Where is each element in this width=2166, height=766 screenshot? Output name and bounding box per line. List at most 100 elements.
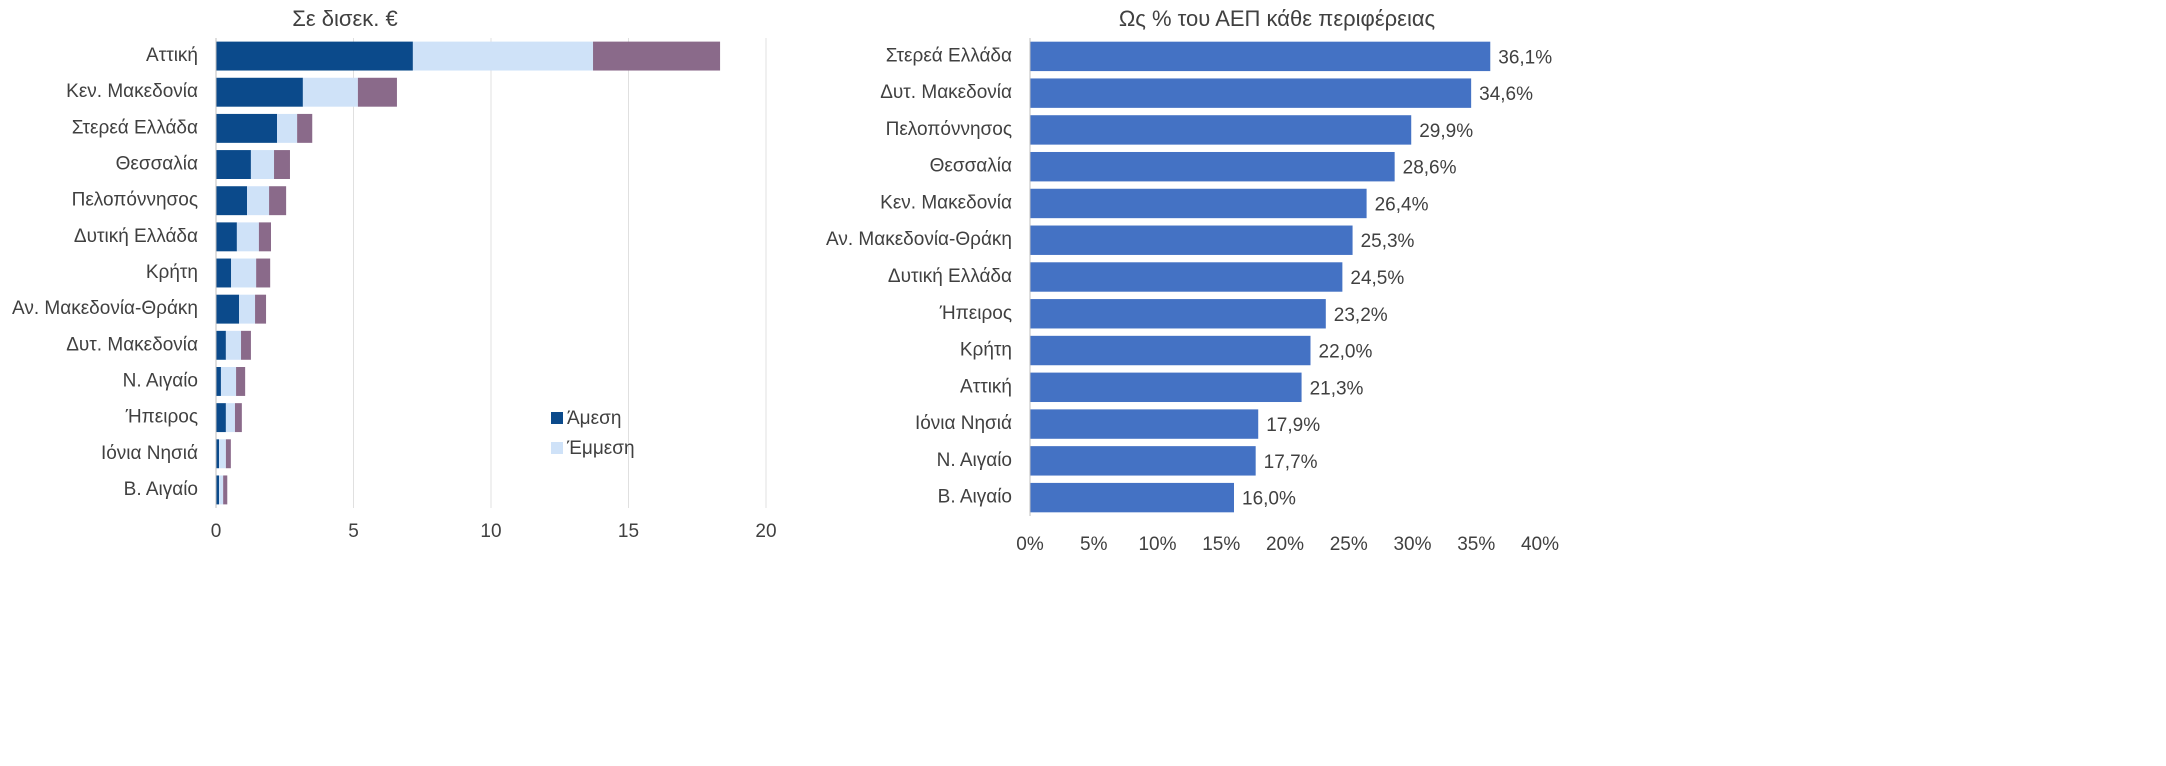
- bar-segment: [216, 439, 220, 469]
- x-tick-label: 25%: [1330, 534, 1368, 555]
- y-tick-label: Πελοπόννησος: [886, 119, 1012, 140]
- legend-swatch: [551, 412, 563, 424]
- bar-segment: [220, 367, 237, 396]
- data-label: 25,3%: [1361, 231, 1415, 252]
- bar-segment: [223, 475, 228, 505]
- y-tick-label: Κεν. Μακεδονία: [880, 192, 1012, 213]
- x-tick-label: 10: [480, 521, 501, 542]
- y-tick-label: Κρήτη: [960, 340, 1012, 361]
- bar-segment: [236, 222, 259, 252]
- x-tick-label: 20: [755, 521, 776, 542]
- data-label: 23,2%: [1334, 305, 1388, 326]
- bar-segment: [256, 258, 271, 288]
- x-tick-label: 15: [618, 521, 639, 542]
- bar: [1030, 482, 1234, 513]
- y-tick-label: Θεσσαλία: [930, 156, 1012, 177]
- y-tick-label: Αττική: [146, 45, 198, 66]
- x-tick-label: 0: [211, 521, 222, 542]
- y-tick-label: Δυτική Ελλάδα: [888, 266, 1012, 287]
- bar-segment: [241, 330, 251, 360]
- bar-segment: [593, 41, 721, 71]
- data-label: 34,6%: [1479, 84, 1533, 105]
- bar-segment: [216, 113, 278, 143]
- chart-title: Ως % του ΑΕΠ κάθε περιφέρειας: [1119, 6, 1435, 31]
- y-tick-label: Ήπειρος: [939, 303, 1012, 324]
- bar-segment: [216, 294, 240, 324]
- y-tick-label: Β. Αιγαίο: [124, 479, 198, 500]
- bar: [1030, 151, 1395, 182]
- x-tick-label: 0%: [1016, 534, 1044, 555]
- bar-segment: [216, 330, 226, 360]
- y-tick-label: Ν. Αιγαίο: [123, 370, 198, 391]
- bar: [1030, 299, 1326, 329]
- bar-segment: [225, 439, 231, 469]
- bar-segment: [277, 113, 298, 143]
- y-tick-label: Αν. Μακεδονία-Θράκη: [12, 298, 198, 319]
- y-tick-label: Αν. Μακεδονία-Θράκη: [826, 229, 1012, 250]
- y-tick-label: Πελοπόννησος: [72, 190, 198, 211]
- bar-segment: [225, 330, 242, 360]
- data-label: 36,1%: [1498, 47, 1552, 68]
- bar-segment: [258, 222, 271, 252]
- x-tick-label: 10%: [1138, 534, 1176, 555]
- chart-title: Σε δισεκ. €: [292, 6, 398, 31]
- data-label: 16,0%: [1242, 489, 1296, 510]
- data-label: 22,0%: [1319, 342, 1373, 363]
- bar-segment: [255, 294, 267, 324]
- bar-segment: [225, 403, 235, 433]
- bar-segment: [216, 367, 221, 396]
- data-label: 24,5%: [1350, 268, 1404, 289]
- bar: [1030, 225, 1353, 255]
- bar: [1030, 335, 1311, 366]
- bar-segment: [297, 113, 313, 143]
- x-tick-label: 35%: [1457, 534, 1495, 555]
- y-tick-label: Β. Αιγαίο: [938, 487, 1012, 508]
- y-tick-label: Κρήτη: [146, 262, 198, 283]
- bar-segment: [357, 77, 397, 107]
- data-label: 17,9%: [1266, 415, 1320, 436]
- bar: [1030, 115, 1412, 145]
- data-label: 26,4%: [1375, 194, 1429, 215]
- y-tick-label: Κεν. Μακεδονία: [66, 81, 198, 102]
- bar: [1030, 409, 1259, 439]
- y-tick-label: Θεσσαλία: [116, 154, 198, 175]
- y-tick-label: Στερεά Ελλάδα: [72, 117, 198, 138]
- y-tick-label: Δυτ. Μακεδονία: [66, 334, 198, 355]
- bar-segment: [231, 258, 257, 288]
- bar-segment: [219, 439, 226, 469]
- x-tick-label: 40%: [1521, 534, 1559, 555]
- bar-segment: [216, 403, 226, 433]
- x-tick-label: 5: [348, 521, 359, 542]
- bar-segment: [216, 475, 220, 505]
- y-tick-label: Ιόνια Νησιά: [915, 413, 1012, 434]
- x-tick-label: 20%: [1266, 534, 1304, 555]
- bar-segment: [216, 222, 237, 252]
- bar-segment: [216, 41, 413, 71]
- bar-segment: [219, 475, 224, 505]
- bar: [1030, 188, 1367, 219]
- data-label: 21,3%: [1310, 378, 1364, 399]
- bar-segment: [216, 258, 232, 288]
- bar: [1030, 262, 1343, 292]
- y-tick-label: Δυτ. Μακεδονία: [880, 82, 1012, 103]
- bar-segment: [216, 186, 248, 216]
- bar-segment: [302, 77, 358, 107]
- x-tick-label: 15%: [1202, 534, 1240, 555]
- x-tick-label: 30%: [1393, 534, 1431, 555]
- legend-swatch: [551, 442, 563, 454]
- legend-label: Άμεση: [567, 408, 621, 429]
- y-tick-label: Δυτική Ελλάδα: [74, 226, 198, 247]
- bar: [1030, 446, 1256, 476]
- bar-segment: [216, 77, 303, 107]
- y-tick-label: Ιόνια Νησιά: [101, 443, 198, 464]
- bar-segment: [247, 186, 270, 216]
- data-label: 28,6%: [1403, 158, 1457, 179]
- bar-segment: [412, 41, 594, 71]
- bar: [1030, 78, 1472, 108]
- legend-label: Έμμεση: [566, 438, 635, 459]
- bar-segment: [216, 150, 251, 179]
- y-tick-label: Αττική: [960, 376, 1012, 397]
- bar: [1030, 41, 1491, 72]
- y-tick-label: Ν. Αιγαίο: [937, 450, 1012, 471]
